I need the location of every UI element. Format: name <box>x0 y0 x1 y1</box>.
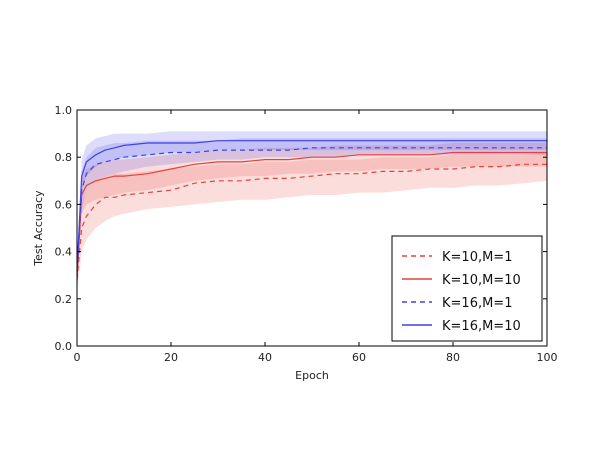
x-tick-label: 40 <box>258 351 272 364</box>
x-axis-label: Epoch <box>295 369 329 382</box>
legend: K=10,M=1 K=10,M=10 K=16,M=1 K=16,M=10 <box>391 235 543 342</box>
legend-label: K=16,M=1 <box>442 296 512 311</box>
legend-label: K=10,M=1 <box>442 250 512 265</box>
series-line-k-10-m-1 <box>76 163 547 280</box>
y-tick-label: 0.8 <box>55 151 73 164</box>
x-tick-label: 100 <box>537 351 558 364</box>
legend-box <box>391 235 543 342</box>
x-tick-label: 80 <box>446 351 460 364</box>
x-tick-label: 60 <box>352 351 366 364</box>
series-line-k-10-m-10 <box>76 151 547 276</box>
series-line-k-16-m-10 <box>76 140 547 271</box>
y-tick-label: 1.0 <box>55 104 73 117</box>
confidence-bands <box>77 131 547 295</box>
legend-label: K=16,M=10 <box>442 319 521 334</box>
y-axis-ticks: 0.0 0.2 0.4 0.6 0.8 1.0 <box>55 104 547 353</box>
y-axis-label: Test Accuracy <box>32 190 45 267</box>
band-k-10-m-10 <box>77 143 547 290</box>
band-k-16-m-1 <box>77 138 547 290</box>
band-k-16-m-10 <box>77 131 547 285</box>
series-lines <box>76 140 547 280</box>
y-tick-label: 0.0 <box>55 340 73 353</box>
y-tick-label: 0.6 <box>55 198 73 211</box>
legend-label: K=10,M=10 <box>442 273 521 288</box>
x-axis-ticks: 0 20 40 60 80 100 <box>74 110 558 364</box>
x-tick-label: 0 <box>74 351 81 364</box>
plot-frame <box>76 109 548 347</box>
y-tick-label: 0.4 <box>55 246 73 259</box>
band-k-10-m-1 <box>77 152 547 295</box>
y-tick-label: 0.2 <box>55 293 73 306</box>
x-tick-label: 20 <box>164 351 178 364</box>
